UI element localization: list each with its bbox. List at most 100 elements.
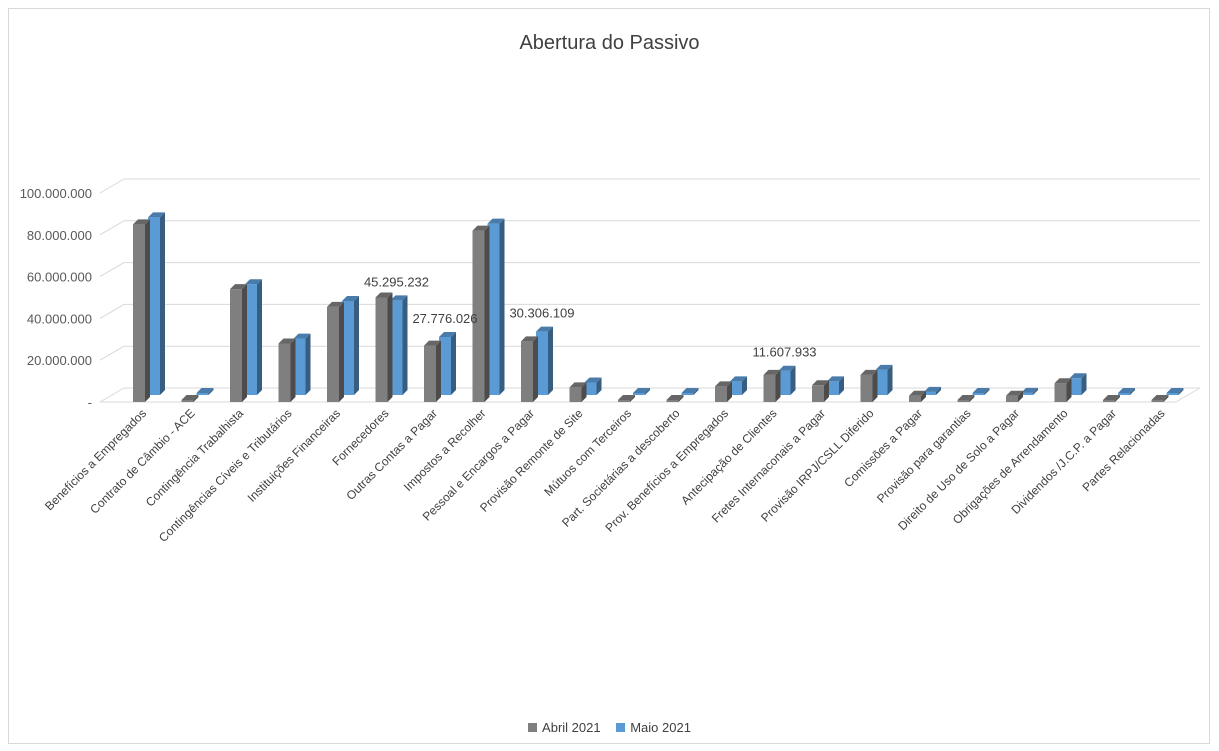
bar-abril-2021 (1054, 383, 1067, 402)
bar-abril-2021-top (1006, 390, 1023, 396)
bar-maio-2021-top (245, 279, 262, 285)
bar-maio-2021-top (1166, 388, 1184, 393)
bar-maio-2021-side (742, 376, 747, 395)
bar-maio-2021-top (681, 388, 699, 393)
bar-abril-2021 (278, 343, 291, 402)
bar-abril-2021 (1103, 400, 1115, 402)
bar-abril-2021-side (1066, 378, 1072, 402)
bar-abril-2021-top (569, 382, 587, 388)
bar-abril-2021 (860, 374, 873, 402)
bar-maio-2021-side (936, 386, 941, 395)
bar-abril-2021-top (763, 369, 781, 375)
bar-maio-2021-top (1021, 387, 1038, 393)
bar-maio-2021 (778, 370, 791, 395)
bar-maio-2021-side (499, 218, 505, 395)
bar-maio-2021-top (293, 333, 311, 339)
bar-abril-2021-top (860, 369, 878, 375)
legend-swatch-abril (528, 723, 538, 732)
bar-maio-2021 (487, 223, 500, 395)
bar-maio-2021 (924, 391, 936, 395)
bar-maio-2021 (584, 382, 597, 395)
bar-maio-2021-side (645, 388, 650, 395)
bar-maio-2021-side (305, 333, 311, 395)
bar-maio-2021-top (1069, 373, 1087, 379)
legend-item-maio: Maio 2021 (616, 720, 691, 735)
bar-abril-2021-top (618, 395, 635, 400)
bar-abril-2021-top (666, 395, 684, 400)
bar-maio-2021-side (548, 326, 553, 395)
x-category-label: Instituições Financeiras (245, 406, 344, 505)
bar-maio-2021 (439, 336, 451, 395)
bar-abril-2021-top (230, 284, 247, 290)
gridline-side (99, 178, 125, 194)
bar-maio-2021-side (790, 365, 796, 395)
bar-maio-2021-top (439, 331, 456, 337)
x-category-label: Partes Relacionadas (1079, 406, 1167, 494)
bar-maio-2021-top (633, 388, 650, 393)
bar-maio-2021 (633, 393, 645, 395)
bar-maio-2021-top (730, 376, 747, 382)
bar-abril-2021-top (715, 381, 732, 387)
bar-maio-2021-side (839, 376, 844, 395)
x-category-label: Provisão para garantias (874, 406, 974, 506)
bar-maio-2021-top (972, 388, 990, 393)
bar-abril-2021-top (812, 380, 829, 386)
bar-abril-2021-top (521, 336, 538, 342)
bar-maio-2021-side (1130, 388, 1135, 395)
bar-abril-2021-top (181, 395, 199, 400)
bar-maio-2021 (342, 300, 354, 395)
bar-maio-2021 (827, 381, 839, 395)
bar-abril-2021 (763, 374, 776, 402)
data-label: 30.306.109 (509, 306, 574, 321)
bar-abril-2021 (1151, 400, 1164, 402)
x-category-label: Impostos a Recolher (401, 406, 489, 494)
bar-maio-2021-top (778, 365, 796, 371)
bar-abril-2021 (909, 395, 921, 402)
bar-abril-2021 (666, 400, 679, 402)
bar-abril-2021-side (484, 225, 490, 402)
bar-abril-2021 (618, 400, 630, 402)
data-label: 11.607.933 (752, 345, 816, 360)
bar-maio-2021-side (1178, 388, 1184, 395)
bar-maio-2021-side (402, 295, 408, 395)
bar-maio-2021-top (875, 364, 893, 370)
bar-abril-2021 (1006, 395, 1018, 402)
bar-abril-2021-side (921, 390, 926, 402)
bar-maio-2021-side (984, 388, 990, 395)
legend-label-abril: Abril 2021 (542, 720, 601, 735)
bar-abril-2021 (521, 341, 533, 402)
floor-right (1175, 387, 1201, 403)
bar-abril-2021 (472, 230, 485, 402)
bar-maio-2021-top (924, 386, 941, 392)
bar-abril-2021 (569, 387, 582, 402)
bar-abril-2021-top (472, 225, 490, 231)
y-tick-label: 80.000.000 (27, 228, 92, 243)
bar-maio-2021 (536, 331, 548, 395)
gridline-side (99, 387, 125, 403)
bar-abril-2021-side (242, 284, 247, 402)
bar-abril-2021 (133, 224, 145, 402)
legend-item-abril: Abril 2021 (528, 720, 601, 735)
bar-abril-2021 (812, 385, 824, 402)
y-tick-label: 20.000.000 (27, 353, 92, 368)
bar-abril-2021-side (775, 369, 781, 402)
bar-maio-2021 (730, 381, 742, 395)
gridline-side (99, 345, 125, 361)
bar-abril-2021-side (145, 219, 150, 402)
bar-abril-2021-side (339, 301, 344, 402)
bar-abril-2021 (957, 400, 970, 402)
bar-abril-2021 (424, 345, 436, 402)
bar-maio-2021-top (827, 376, 844, 382)
bar-abril-2021-side (533, 336, 538, 402)
bar-abril-2021-top (1151, 395, 1169, 400)
bar-abril-2021-side (630, 395, 635, 402)
y-tick-label: - (88, 395, 92, 410)
bar-abril-2021-top (1103, 395, 1120, 400)
bar-maio-2021 (681, 393, 694, 395)
bar-maio-2021-top (148, 212, 165, 218)
bar-maio-2021 (1166, 393, 1179, 395)
bar-abril-2021-top (278, 338, 296, 344)
bar-maio-2021-side (160, 212, 165, 395)
bar-maio-2021-top (1118, 388, 1135, 393)
bar-maio-2021-top (536, 326, 553, 332)
